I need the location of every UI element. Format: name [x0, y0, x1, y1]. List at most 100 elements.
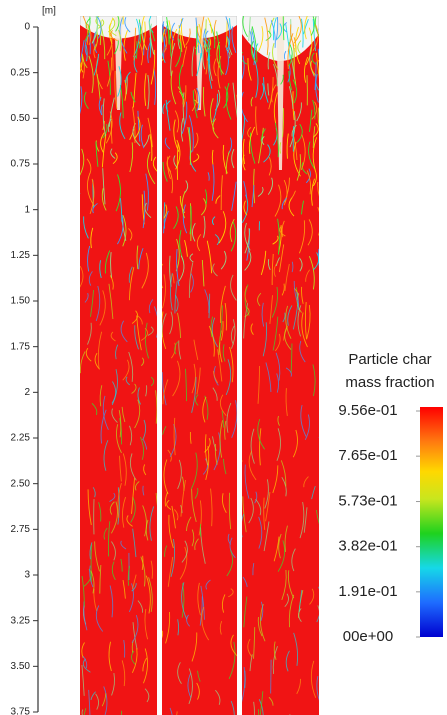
streak	[181, 101, 188, 135]
streak	[107, 118, 112, 133]
streak	[287, 64, 291, 83]
streak	[230, 274, 237, 301]
streak	[301, 312, 308, 348]
streak	[250, 28, 256, 66]
axis-tick-label: 0.50	[11, 113, 31, 124]
streak	[177, 459, 182, 490]
streak	[176, 248, 180, 287]
streak	[180, 118, 184, 142]
axis-tick-label: 1.50	[11, 296, 31, 307]
streak	[250, 428, 255, 464]
streak	[317, 107, 319, 127]
streak	[270, 20, 276, 48]
streak	[162, 311, 167, 350]
streak	[112, 152, 118, 165]
streak	[124, 17, 131, 33]
streak	[121, 660, 126, 687]
streak	[219, 620, 223, 635]
streak	[80, 351, 86, 374]
streak	[87, 23, 92, 46]
streak	[208, 325, 215, 357]
streak	[312, 123, 319, 138]
streak	[216, 41, 225, 75]
streak	[116, 424, 122, 454]
streak	[273, 63, 278, 87]
streak	[111, 561, 116, 581]
streak	[131, 478, 135, 514]
streak	[304, 414, 310, 441]
streak	[255, 106, 258, 136]
streak	[205, 445, 210, 480]
streak	[242, 576, 248, 588]
streak	[109, 30, 118, 42]
streak	[125, 71, 131, 83]
streak	[148, 577, 153, 612]
streak	[207, 17, 213, 34]
streak	[262, 322, 268, 357]
streak	[137, 315, 143, 325]
streak	[129, 425, 133, 446]
streak	[178, 90, 184, 105]
streak	[271, 286, 279, 318]
streak	[134, 325, 139, 350]
streak	[295, 26, 301, 65]
streak	[291, 548, 296, 572]
streak	[208, 53, 213, 89]
streak	[182, 204, 188, 234]
streak	[265, 362, 272, 393]
streak	[171, 505, 176, 529]
streak	[89, 542, 93, 560]
streak	[153, 69, 157, 105]
streak	[205, 49, 208, 75]
streak	[80, 265, 84, 288]
streak	[109, 275, 114, 290]
streak	[195, 17, 200, 53]
streak	[191, 363, 196, 394]
streak	[310, 60, 317, 77]
streak	[199, 596, 203, 626]
streak	[141, 555, 144, 570]
streak	[257, 186, 264, 197]
streak	[257, 617, 263, 637]
streak	[175, 38, 182, 68]
streak	[170, 42, 176, 77]
streak	[274, 184, 282, 217]
streak	[148, 299, 154, 314]
streak	[236, 94, 237, 100]
streak	[99, 385, 103, 407]
streak	[272, 316, 279, 351]
streak	[228, 492, 232, 530]
streak	[90, 227, 94, 249]
streak	[317, 207, 319, 236]
streak	[278, 244, 285, 273]
streak	[149, 133, 153, 162]
streak	[215, 195, 221, 204]
streak	[143, 464, 147, 476]
streak	[267, 83, 270, 96]
streak	[244, 228, 250, 254]
streak	[200, 585, 205, 620]
streak	[219, 394, 227, 416]
streak	[145, 519, 149, 541]
streak	[305, 168, 311, 184]
streak	[132, 72, 137, 108]
streak	[293, 16, 302, 44]
streak	[83, 216, 89, 239]
streak	[288, 70, 293, 91]
streak	[263, 77, 269, 103]
streak	[299, 340, 306, 363]
streak	[242, 513, 245, 538]
streak	[106, 32, 113, 56]
streak	[297, 305, 302, 337]
streak	[248, 126, 256, 154]
streak	[308, 141, 316, 170]
streak	[265, 491, 271, 522]
streak	[163, 204, 168, 219]
streak	[162, 58, 164, 71]
streak	[284, 525, 288, 552]
streak	[147, 117, 153, 148]
streak	[225, 82, 232, 120]
streak	[138, 41, 144, 66]
streak	[276, 23, 283, 40]
streak	[208, 293, 211, 319]
